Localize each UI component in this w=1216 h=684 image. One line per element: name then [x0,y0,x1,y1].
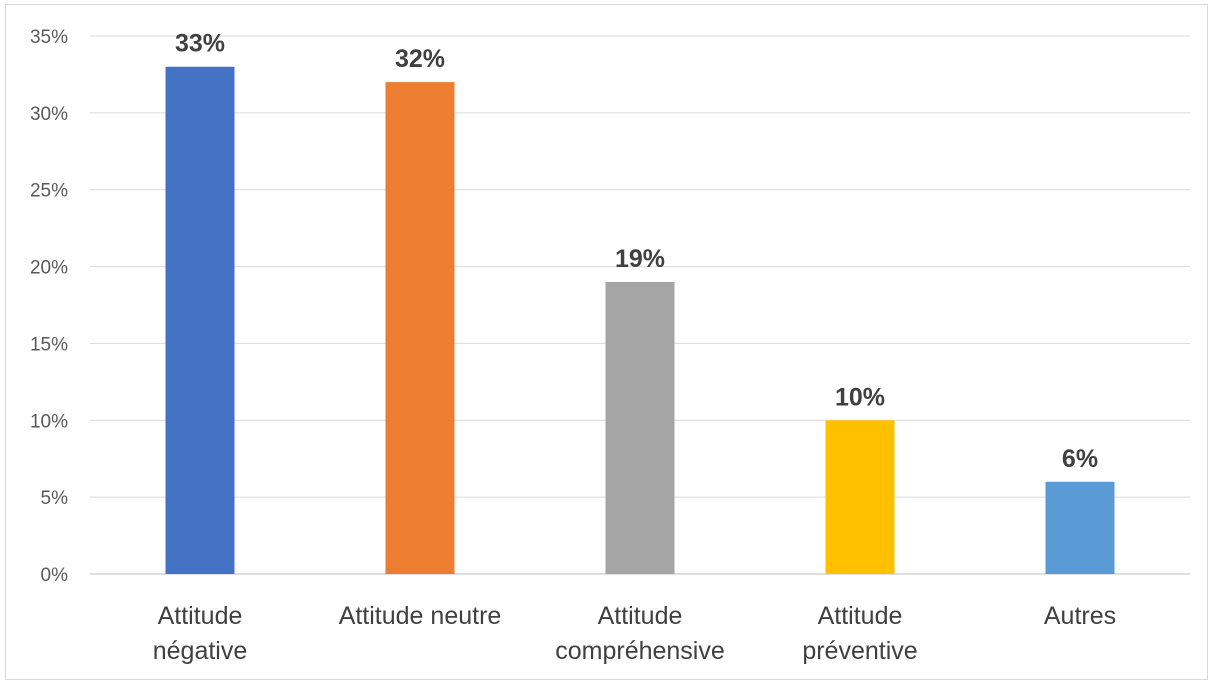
data-label: 33% [175,30,225,58]
bar [385,82,455,574]
x-tick-label-line: Autres [1044,602,1116,630]
x-tick-label: Attitude négative [153,602,248,665]
data-label: 10% [835,383,885,411]
x-tick-label: Autres [1044,602,1116,630]
x-tick-label-line: Attitude [158,602,243,630]
data-label: 32% [395,45,445,73]
bars [165,66,1115,574]
x-tick-label-line: négative [153,637,248,665]
data-label: 19% [615,245,665,273]
data-label: 6% [1062,445,1098,473]
bar [825,420,895,574]
x-tick-label: Attitude compréhensive [555,602,725,665]
data-labels: 33% 32% 19% 10% 6% [175,30,1098,473]
x-tick-label-line: compréhensive [555,637,725,665]
y-tick-label: 25% [30,181,68,202]
x-axis-ticks: Attitude négative Attitude neutre Attitude c… [153,602,1116,665]
x-tick-label-line: préventive [802,637,917,665]
x-tick-label: Attitude préventive [802,602,917,665]
bar [165,66,235,574]
y-tick-label: 0% [41,565,69,586]
y-tick-label: 5% [41,488,69,509]
gridlines [90,35,1190,575]
x-tick-label-line: Attitude [818,602,903,630]
y-tick-label: 10% [30,411,68,432]
x-tick-label: Attitude neutre [339,602,502,630]
y-axis-ticks: 0% 5% 10% 15% 20% 25% 30% 35% [30,27,68,586]
y-tick-label: 30% [30,104,68,125]
y-tick-label: 20% [30,258,68,279]
bar [605,281,675,574]
y-tick-label: 35% [30,27,68,48]
x-tick-label-line: Attitude neutre [339,602,502,630]
x-tick-label-line: Attitude [598,602,683,630]
y-tick-label: 15% [30,334,68,355]
bar [1045,481,1115,574]
